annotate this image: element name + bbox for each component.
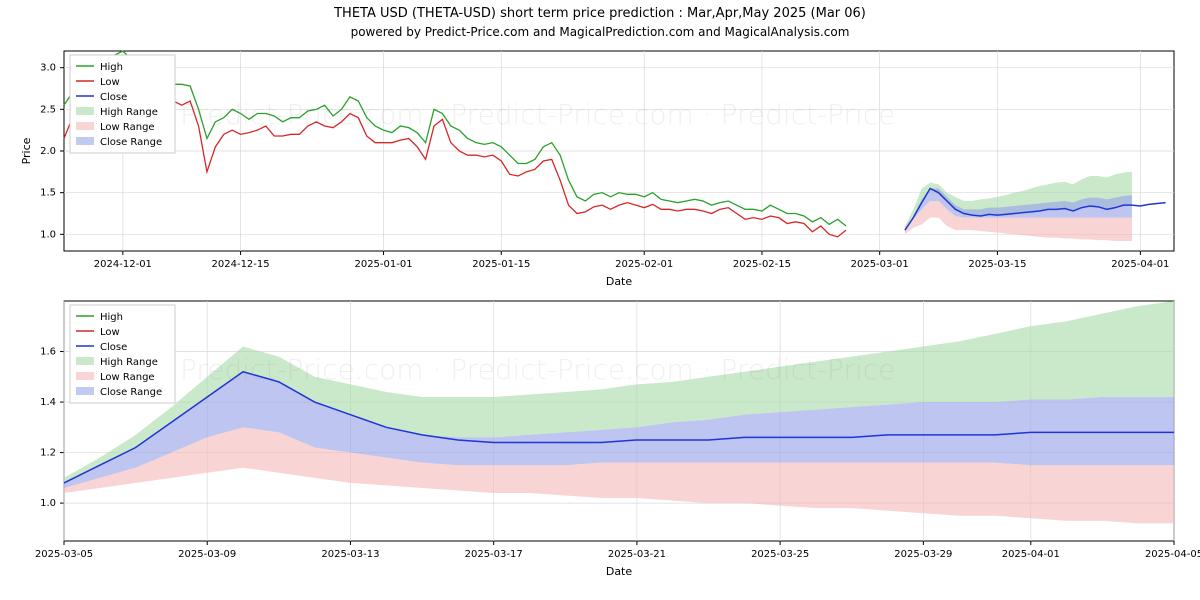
svg-text:High: High [100, 62, 123, 73]
svg-text:2025-02-15: 2025-02-15 [733, 259, 791, 270]
svg-text:Price: Price [20, 137, 33, 164]
svg-text:2025-03-29: 2025-03-29 [894, 549, 952, 560]
svg-text:2025-03-15: 2025-03-15 [968, 259, 1026, 270]
svg-text:Date: Date [606, 275, 633, 288]
svg-text:Close: Close [100, 92, 127, 103]
svg-text:High Range: High Range [100, 107, 158, 118]
svg-text:2025-03-09: 2025-03-09 [178, 549, 236, 560]
svg-text:Low: Low [100, 77, 120, 88]
svg-text:2025-04-05: 2025-04-05 [1145, 549, 1200, 560]
svg-text:2024-12-01: 2024-12-01 [94, 259, 152, 270]
svg-text:1.5: 1.5 [40, 188, 56, 199]
svg-text:Close Range: Close Range [100, 137, 162, 148]
svg-text:Close: Close [100, 342, 127, 353]
svg-text:1.4: 1.4 [40, 397, 56, 408]
top-chart: Predict-Price.com · Predict-Price.com · … [0, 43, 1200, 293]
svg-text:1.0: 1.0 [40, 229, 56, 240]
svg-text:1.0: 1.0 [40, 498, 56, 509]
svg-text:2025-02-01: 2025-02-01 [615, 259, 673, 270]
svg-text:Date: Date [606, 565, 633, 578]
svg-text:Low: Low [100, 327, 120, 338]
svg-text:Low Range: Low Range [100, 372, 155, 383]
chart-title: THETA USD (THETA-USD) short term price p… [0, 0, 1200, 21]
svg-text:1.6: 1.6 [40, 347, 56, 358]
bottom-chart: Predict-Price.com · Predict-Price.com · … [0, 293, 1200, 588]
svg-text:2025-03-05: 2025-03-05 [35, 549, 93, 560]
svg-text:Low Range: Low Range [100, 122, 155, 133]
svg-text:2025-03-13: 2025-03-13 [321, 549, 379, 560]
svg-text:2025-01-15: 2025-01-15 [472, 259, 530, 270]
svg-text:3.0: 3.0 [40, 63, 56, 74]
svg-text:2025-03-25: 2025-03-25 [751, 549, 809, 560]
top-chart-svg: 1.0 1.5 2.0 2.5 3.0 2024-12-01 2024-12-15 2025-… [0, 43, 1200, 293]
svg-text:2025-01-01: 2025-01-01 [354, 259, 412, 270]
svg-text:Close Range: Close Range [100, 387, 162, 398]
svg-text:2.0: 2.0 [40, 146, 56, 157]
svg-text:High Range: High Range [100, 357, 158, 368]
bottom-chart-svg: 1.0 1.2 1.4 1.6 2025-03-05 2025-03-09 2025-03-… [0, 293, 1200, 588]
svg-text:2025-03-17: 2025-03-17 [465, 549, 523, 560]
svg-text:2.5: 2.5 [40, 104, 56, 115]
svg-text:2024-12-15: 2024-12-15 [212, 259, 270, 270]
svg-text:2025-04-01: 2025-04-01 [1002, 549, 1060, 560]
chart-subtitle: powered by Predict-Price.com and Magical… [0, 21, 1200, 43]
svg-text:2025-03-21: 2025-03-21 [608, 549, 666, 560]
svg-text:2025-03-01: 2025-03-01 [851, 259, 909, 270]
svg-text:High: High [100, 312, 123, 323]
svg-text:1.2: 1.2 [40, 448, 56, 459]
svg-text:2025-04-01: 2025-04-01 [1111, 259, 1169, 270]
